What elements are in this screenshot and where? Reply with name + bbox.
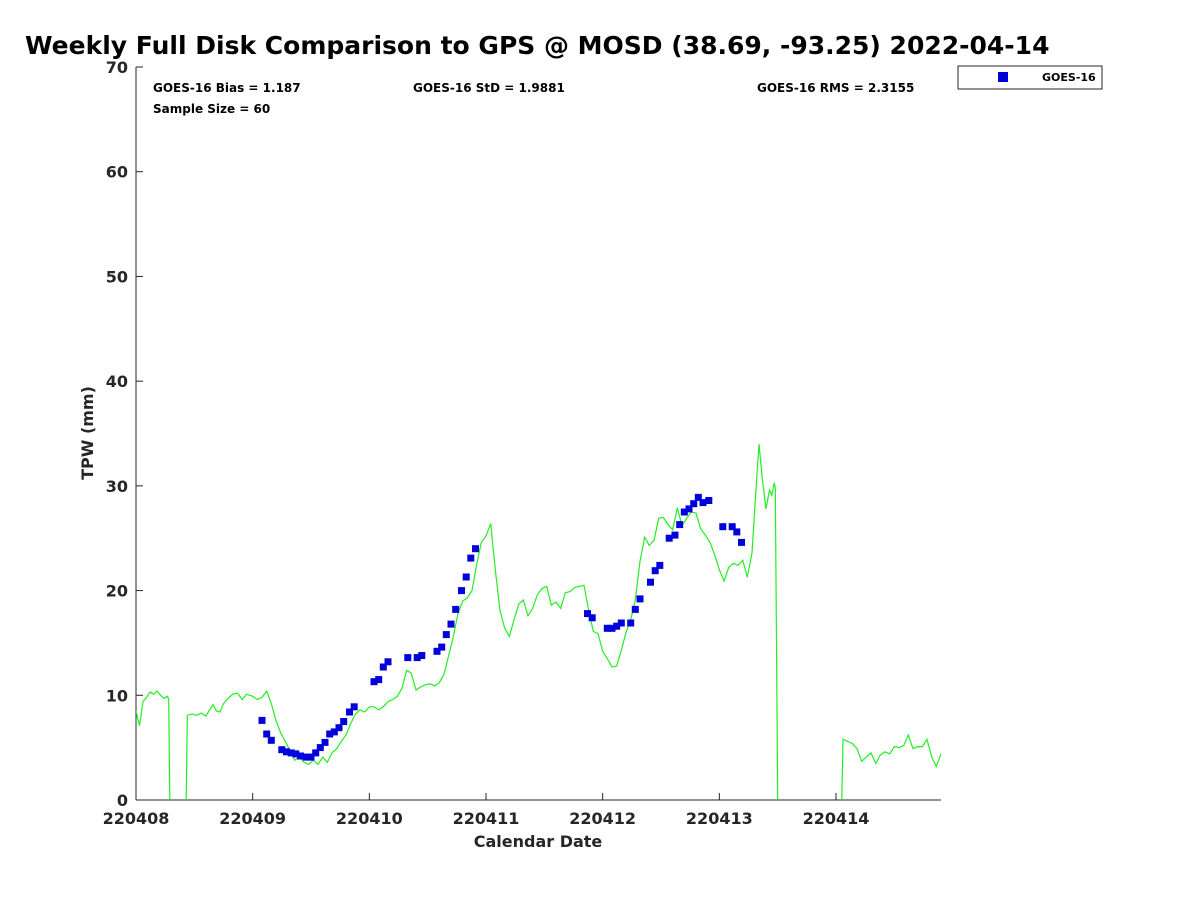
goes16-point [452,605,460,613]
goes16-point [631,605,639,613]
goes16-point [258,716,266,724]
goes16-point [307,753,315,761]
goes16-point [418,652,426,659]
goes16-point [302,753,310,761]
goes16-point [283,748,290,756]
legend-box [957,65,1103,90]
goes16-point [608,624,616,632]
goes16-point [588,614,596,622]
goes16-point [613,622,621,630]
goes16-point [584,610,591,618]
y-tick-label: 30 [106,477,128,496]
goes16-point [603,624,611,632]
goes16-point [738,538,745,546]
goes16-point [335,724,343,732]
goes16-point [705,497,713,504]
goes16-point [472,545,479,553]
goes16-point [267,736,275,744]
goes16-point [685,505,693,513]
goes16-point [458,587,465,595]
x-tick-label: 220413 [686,809,753,828]
goes16-point [326,730,334,738]
y-axis-label: TPW (mm) [78,386,97,480]
goes16-point [636,595,644,603]
legend-label: GOES-16 [1042,71,1096,84]
sample-size-stat: Sample Size = 60 [153,102,270,116]
goes16-point [350,703,358,711]
y-tick-label: 40 [106,372,128,391]
goes16-point [671,531,679,539]
goes16-series [258,493,745,761]
legend-marker [998,72,1008,82]
goes16-point [263,730,271,738]
goes16-point [728,523,736,531]
goes16-point [330,728,338,736]
x-tick-label: 220414 [803,809,870,828]
x-tick-label: 220409 [219,809,286,828]
gps-line-segment [841,733,941,800]
goes16-point [656,561,664,569]
goes16-point [647,578,654,586]
goes16-point [462,573,470,581]
goes16-point [370,678,378,686]
y-tick-label: 50 [106,267,128,286]
y-tick-label: 20 [106,582,128,601]
gps-line-segment [136,690,171,800]
goes16-point [379,663,387,671]
rms-stat: GOES-16 RMS = 2.3155 [757,81,914,95]
goes16-point [627,619,635,627]
goes16-point [694,493,702,501]
y-tick-label: 60 [106,163,128,182]
goes16-point [442,631,450,639]
goes16-point [676,521,684,529]
goes16-point [413,654,421,662]
goes16-point [680,508,688,516]
goes16-point [384,658,392,666]
goes16-point [346,708,353,716]
x-axis-ticks: 220408 220409 220410 220411 220412 220413 2204… [103,793,870,828]
gps-line-segment [185,443,779,800]
goes16-point [404,654,412,662]
goes16-point [438,643,446,651]
y-tick-label: 70 [106,58,128,77]
goes16-point [375,676,383,684]
y-tick-label: 10 [106,686,128,705]
std-stat: GOES-16 StD = 1.9881 [413,81,565,95]
x-axis-label: Calendar Date [474,832,603,851]
plot-area: 0 10 20 30 40 50 60 70 220408 220409 220410 220411… [103,58,941,828]
y-axis-ticks: 0 10 20 30 40 50 60 70 [106,58,143,810]
goes16-point [316,744,324,752]
x-tick-label: 220412 [569,809,636,828]
goes16-point [617,619,625,627]
goes16-point [651,567,659,575]
y-tick-label: 0 [117,791,128,810]
x-tick-label: 220408 [103,809,170,828]
gps-series [136,443,941,800]
bias-stat: GOES-16 Bias = 1.187 [153,81,301,95]
x-tick-label: 220411 [453,809,520,828]
goes16-point [312,749,320,757]
goes16-point [287,749,295,757]
goes16-point [733,528,741,536]
goes16-point [699,499,707,507]
goes16-point [297,752,304,760]
legend: GOES-16 [957,65,1103,90]
goes16-point [321,738,329,746]
goes16-point [292,750,300,758]
goes16-point [665,534,673,542]
x-tick-label: 220410 [336,809,403,828]
goes16-point [278,746,286,754]
goes16-point [433,647,441,655]
goes16-point [467,554,475,562]
goes16-point [340,718,348,725]
goes16-point [690,500,698,508]
chart-title: Weekly Full Disk Comparison to GPS @ MOS… [25,31,1049,60]
goes16-point [719,523,727,531]
goes16-point [447,620,455,628]
